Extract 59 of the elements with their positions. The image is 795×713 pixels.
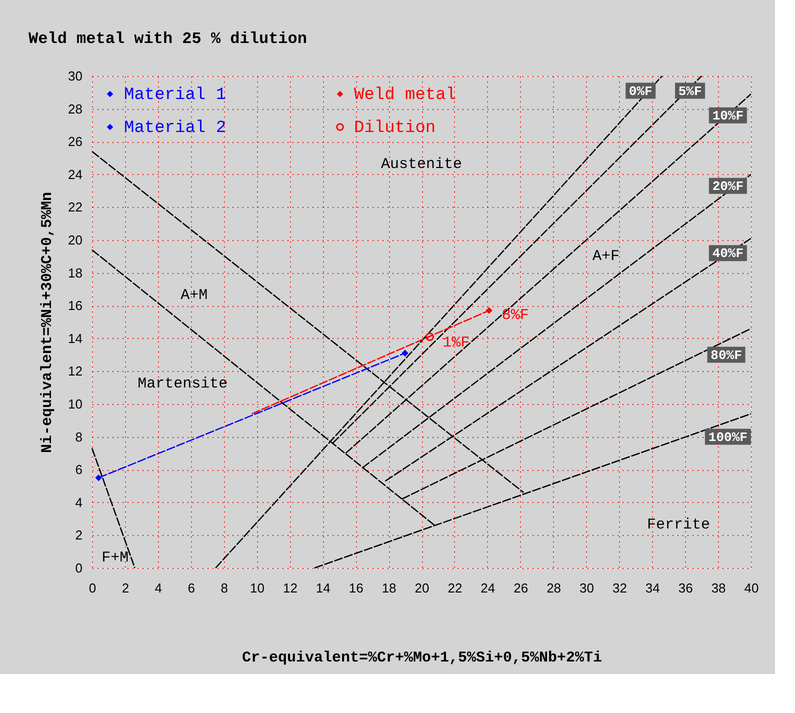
annotation: 20%F bbox=[712, 178, 744, 194]
x-tick-label: 6 bbox=[188, 580, 195, 596]
y-tick-label: 16 bbox=[68, 298, 82, 314]
x-tick-label: 24 bbox=[480, 580, 496, 596]
x-tick-label: 38 bbox=[711, 580, 726, 596]
x-tick-label: 12 bbox=[282, 580, 298, 596]
y-tick-label: 6 bbox=[75, 462, 82, 478]
x-tick-label: 14 bbox=[316, 580, 330, 596]
annotation: A+M bbox=[180, 287, 208, 304]
annotation: 0%F bbox=[628, 84, 653, 99]
x-tick-label: 34 bbox=[645, 580, 660, 596]
y-tick-label: 8 bbox=[75, 429, 82, 444]
x-tick-label: 30 bbox=[580, 580, 594, 596]
x-tick-label: 20 bbox=[414, 580, 430, 596]
y-axis-title: Ni-equivalent=%Ni+30%C+0,5%Mn bbox=[39, 192, 56, 454]
y-tick-label: 26 bbox=[68, 134, 82, 150]
y-tick-label: 12 bbox=[68, 364, 82, 379]
legend-label: Weld metal bbox=[354, 86, 456, 105]
x-tick-label: 26 bbox=[514, 580, 528, 596]
x-axis-title: Cr-equivalent=%Cr+%Mo+1,5%Si+0,5%Nb+2%Ti bbox=[242, 650, 602, 666]
legend-label: Material 1 bbox=[124, 86, 226, 105]
x-tick-label: 36 bbox=[678, 580, 693, 596]
y-tick-label: 24 bbox=[68, 166, 82, 182]
x-tick-label: 40 bbox=[744, 580, 759, 596]
annotation: F+M bbox=[102, 550, 129, 567]
y-tick-label: 18 bbox=[68, 265, 82, 280]
annotation: Martensite bbox=[138, 376, 228, 393]
x-tick-label: 2 bbox=[122, 580, 130, 596]
x-tick-label: 28 bbox=[546, 580, 562, 596]
annotation: 100%F bbox=[708, 430, 748, 445]
x-tick-label: 0 bbox=[88, 580, 96, 596]
annotation: 8%F bbox=[502, 306, 529, 324]
x-tick-label: 32 bbox=[612, 580, 627, 596]
x-tick-label: 4 bbox=[154, 580, 162, 596]
annotation: Austenite bbox=[380, 156, 462, 173]
annotation: 40%F bbox=[712, 246, 744, 262]
annotation: 1%F bbox=[442, 334, 470, 352]
y-tick-label: 20 bbox=[68, 232, 82, 248]
y-tick-label: 4 bbox=[75, 494, 82, 510]
y-tick-label: 30 bbox=[68, 68, 82, 84]
y-tick-label: 14 bbox=[68, 330, 82, 346]
annotation: 5%F bbox=[678, 84, 702, 99]
y-tick-label: 10 bbox=[68, 396, 82, 412]
x-tick-label: 22 bbox=[448, 580, 462, 596]
legend-label: Dilution bbox=[354, 119, 436, 138]
y-tick-label: 2 bbox=[75, 528, 82, 543]
chart-title: Weld metal with 25 % dilution bbox=[28, 30, 307, 48]
x-tick-label: 10 bbox=[250, 580, 264, 596]
x-tick-label: 18 bbox=[382, 580, 396, 596]
y-tick-label: 22 bbox=[68, 200, 82, 215]
annotation: A+F bbox=[592, 248, 620, 265]
y-tick-label: 28 bbox=[68, 101, 82, 116]
annotation: 80%F bbox=[710, 348, 742, 363]
x-tick-label: 16 bbox=[348, 580, 364, 596]
legend-label: Material 2 bbox=[124, 119, 226, 138]
annotation: 10%F bbox=[712, 108, 744, 124]
x-tick-label: 8 bbox=[220, 580, 228, 596]
annotation: Ferrite bbox=[647, 516, 710, 534]
y-tick-label: 0 bbox=[75, 560, 82, 576]
